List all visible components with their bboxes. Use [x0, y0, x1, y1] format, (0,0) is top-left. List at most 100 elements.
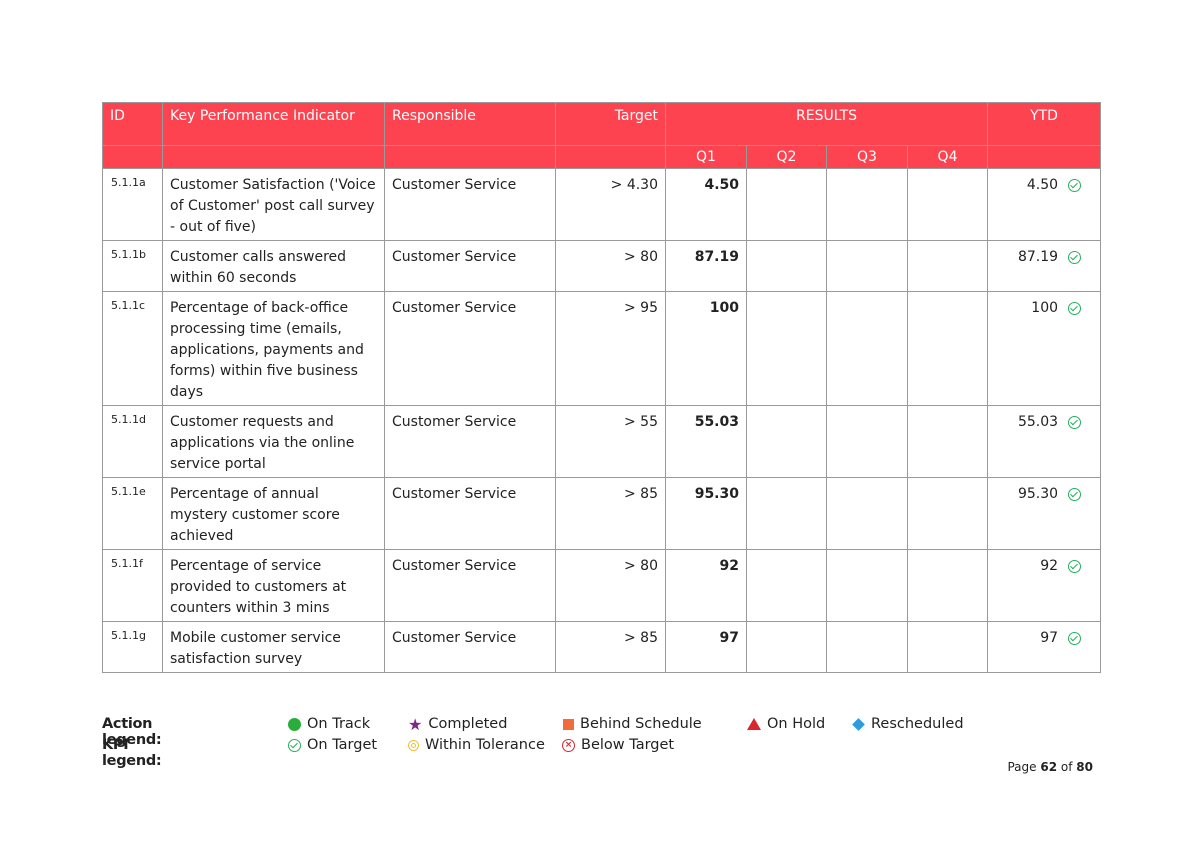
cell-ytd: 87.19	[987, 240, 1102, 292]
cell-q1: 92	[665, 549, 747, 622]
ytd-value: 95.30	[1017, 486, 1059, 502]
table-row: 5.1.1f Percentage of service provided to…	[102, 549, 1102, 622]
legend-label: Within Tolerance	[425, 737, 545, 753]
cell-q4	[906, 291, 989, 406]
cell-id: 5.1.1d	[102, 405, 163, 478]
legend-label: On Track	[307, 716, 371, 732]
cell-q1: 87.19	[665, 240, 747, 292]
cell-q2	[746, 477, 827, 550]
cell-kpi: Mobile customer service satisfaction sur…	[162, 621, 385, 673]
cell-responsible: Customer Service	[384, 621, 556, 673]
header-blank	[162, 145, 385, 169]
legend-completed: ★ Completed	[408, 716, 507, 732]
ytd-value: 55.03	[1017, 414, 1059, 430]
cell-q3	[826, 405, 908, 478]
blue-diamond-icon	[852, 717, 865, 731]
legend-on-hold: On Hold	[747, 716, 825, 732]
cell-q4	[906, 549, 989, 622]
cell-ytd: 92	[987, 549, 1102, 622]
cell-responsible: Customer Service	[384, 168, 556, 241]
ytd-value: 87.19	[1017, 249, 1059, 265]
table-row: 5.1.1e Percentage of annual mystery cust…	[102, 477, 1102, 550]
cell-q4	[906, 477, 989, 550]
purple-star-icon: ★	[408, 714, 423, 734]
ytd-value: 97	[1040, 630, 1059, 646]
kpi-table: ID Key Performance Indicator Responsible…	[102, 102, 1102, 673]
cell-q1: 95.30	[665, 477, 747, 550]
cell-responsible: Customer Service	[384, 291, 556, 406]
cell-q4	[906, 240, 989, 292]
green-check-circle-icon	[288, 738, 301, 752]
cell-kpi: Percentage of back-office processing tim…	[162, 291, 385, 406]
cell-responsible: Customer Service	[384, 405, 556, 478]
cell-q1: 4.50	[665, 168, 747, 241]
cell-target: > 80	[555, 549, 666, 622]
cell-q3	[826, 621, 908, 673]
cell-q4	[906, 405, 989, 478]
cell-id: 5.1.1g	[102, 621, 163, 673]
cell-ytd: 100	[987, 291, 1102, 406]
cell-kpi: Customer Satisfaction ('Voice of Custome…	[162, 168, 385, 241]
page-number: Page 62 of 80	[1007, 760, 1093, 774]
on-target-icon	[1068, 560, 1082, 573]
header-blank	[102, 145, 163, 169]
cell-ytd: 4.50	[987, 168, 1102, 241]
cell-q3	[826, 291, 908, 406]
legend-below-target: × Below Target	[562, 737, 674, 753]
cell-kpi: Percentage of annual mystery customer sc…	[162, 477, 385, 550]
orange-square-icon	[563, 718, 574, 730]
on-target-icon	[1068, 179, 1082, 192]
on-target-icon	[1068, 416, 1082, 429]
header-kpi: Key Performance Indicator	[162, 102, 385, 146]
green-dot-icon	[288, 717, 301, 731]
legend-label: On Target	[307, 737, 378, 753]
legend-label: Completed	[428, 716, 508, 732]
cell-q2	[746, 405, 827, 478]
table-row: 5.1.1b Customer calls answered within 60…	[102, 240, 1102, 292]
header-blank	[987, 145, 1102, 169]
page-prefix: Page	[1007, 760, 1037, 774]
cell-q4	[906, 168, 989, 241]
cell-q1: 97	[665, 621, 747, 673]
header-responsible: Responsible	[384, 102, 556, 146]
cell-responsible: Customer Service	[384, 477, 556, 550]
legend-behind-schedule: Behind Schedule	[563, 716, 702, 732]
legend-label: Rescheduled	[871, 716, 964, 732]
cell-q2	[746, 291, 827, 406]
kpi-legend-title: KPI legend:	[102, 737, 162, 769]
cell-q3	[826, 477, 908, 550]
on-target-icon	[1068, 632, 1082, 645]
cell-kpi: Customer requests and applications via t…	[162, 405, 385, 478]
cell-kpi: Percentage of service provided to custom…	[162, 549, 385, 622]
cell-ytd: 55.03	[987, 405, 1102, 478]
on-target-icon	[1068, 302, 1082, 315]
red-triangle-icon	[747, 718, 761, 730]
cell-target: > 95	[555, 291, 666, 406]
cell-target: > 85	[555, 621, 666, 673]
header-q3: Q3	[826, 145, 908, 169]
cell-q2	[746, 621, 827, 673]
cell-id: 5.1.1a	[102, 168, 163, 241]
cell-id: 5.1.1e	[102, 477, 163, 550]
legend-within-tolerance: Within Tolerance	[408, 737, 545, 753]
table-row: 5.1.1c Percentage of back-office process…	[102, 291, 1102, 406]
cell-q1: 55.03	[665, 405, 747, 478]
legend-label: Behind Schedule	[580, 716, 702, 732]
ytd-value: 4.50	[1026, 177, 1059, 193]
cell-id: 5.1.1c	[102, 291, 163, 406]
cell-q3	[826, 549, 908, 622]
header-blank	[384, 145, 556, 169]
header-target: Target	[555, 102, 666, 146]
header-q2: Q2	[746, 145, 827, 169]
cell-kpi: Customer calls answered within 60 second…	[162, 240, 385, 292]
cell-q2	[746, 168, 827, 241]
header-ytd: YTD	[987, 102, 1102, 146]
red-x-circle-icon: ×	[562, 738, 575, 752]
cell-ytd: 95.30	[987, 477, 1102, 550]
table-row: 5.1.1d Customer requests and application…	[102, 405, 1102, 478]
table-row: 5.1.1a Customer Satisfaction ('Voice of …	[102, 168, 1102, 241]
cell-q2	[746, 549, 827, 622]
header-q1: Q1	[665, 145, 747, 169]
header-results: RESULTS	[664, 102, 989, 146]
header-blank	[555, 145, 666, 169]
